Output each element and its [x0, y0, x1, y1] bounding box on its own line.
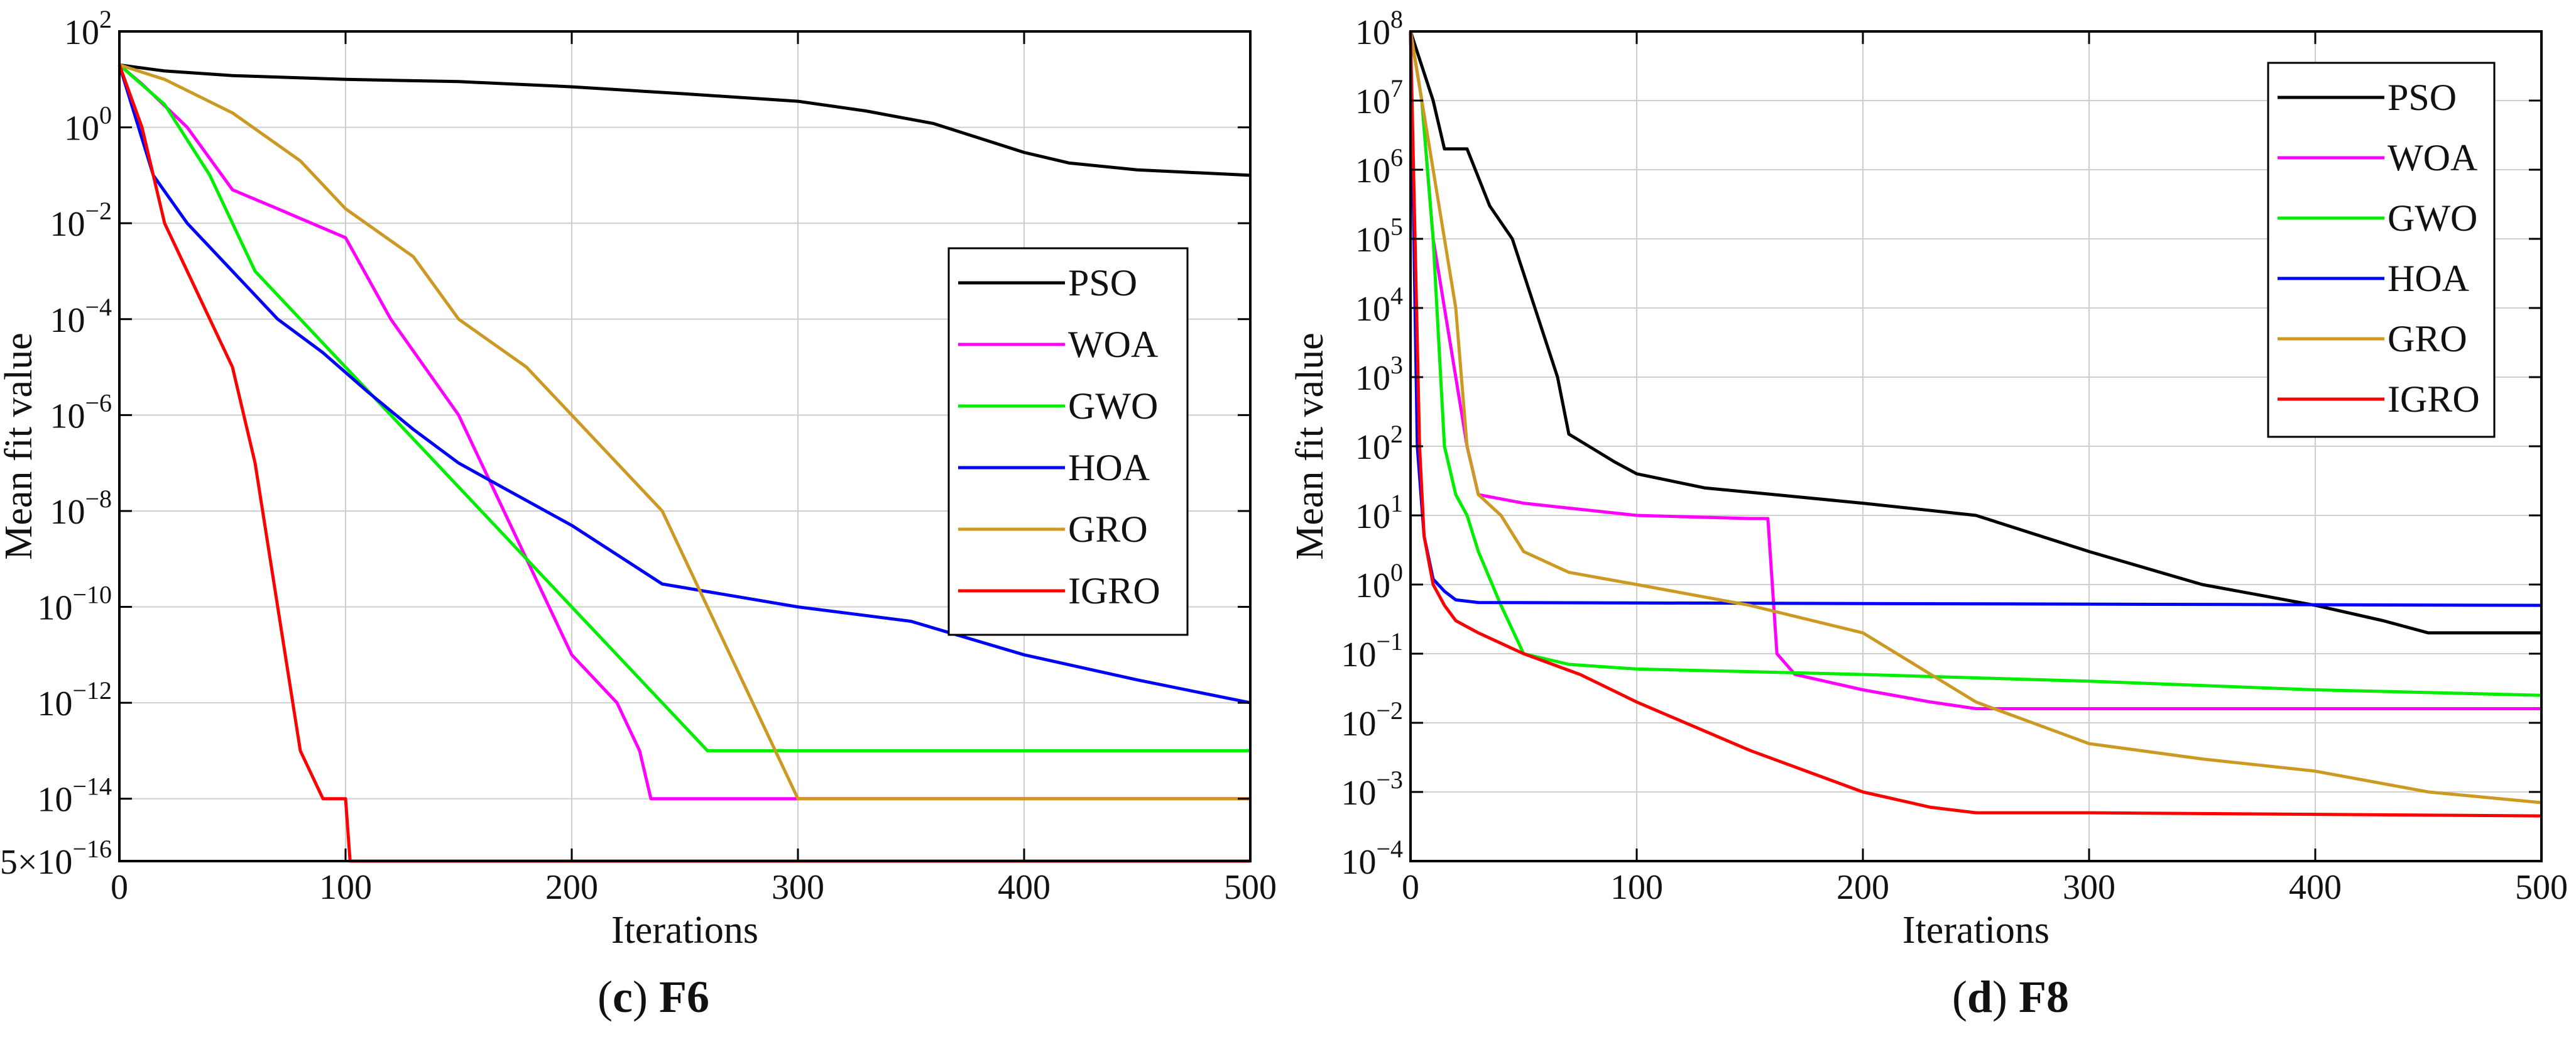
legend-label-woa: WOA	[2388, 137, 2477, 179]
chart-panel--c-f6: 0 100 200 300 400 500 5×10−16 10−14 10−12 10−10 10…	[0, 5, 1277, 1022]
series-line-gwo	[118, 63, 1250, 752]
y-tick-label: 106	[1355, 143, 1403, 190]
legend-label-gwo: GWO	[1068, 385, 1158, 427]
series-line-gro	[1409, 31, 2542, 805]
legend-label-pso: PSO	[2388, 77, 2457, 118]
legend-label-hoa: HOA	[2388, 258, 2469, 299]
y-tick-label: 105	[1355, 212, 1403, 260]
y-tick-label: 10−14	[37, 772, 112, 820]
x-axis-label: Iterations	[1902, 909, 2049, 952]
legend-label-igro: IGRO	[2388, 378, 2480, 420]
legend-label-gwo: GWO	[2388, 197, 2477, 239]
chart-panel--d-f8: 0 100 200 300 400 500 10−4 10−3 10−2 10−1 100 101 10…	[1289, 5, 2568, 1022]
x-tick-label: 500	[2515, 868, 2568, 907]
y-tick-label: 10−3	[1341, 766, 1403, 813]
y-tick-label: 102	[1355, 420, 1403, 467]
y-tick-label: 5×10−16	[0, 835, 112, 882]
y-tick-label: 100	[64, 101, 112, 148]
y-axis-label: Mean fit value	[0, 332, 40, 560]
y-tick-label: 108	[1355, 5, 1403, 52]
y-tick-label: 10−2	[1341, 696, 1403, 744]
legend-label-igro: IGRO	[1068, 570, 1160, 612]
series-line-igro	[117, 64, 1250, 863]
x-tick-label: 0	[111, 868, 128, 907]
y-tick-label: 10−10	[37, 581, 112, 628]
legend-label-gro: GRO	[1068, 508, 1148, 550]
x-tick-label: 100	[319, 868, 372, 907]
legend-box	[2267, 62, 2496, 438]
series-line-pso	[1409, 31, 2541, 635]
legend-label-pso: PSO	[1068, 262, 1137, 304]
x-tick-label: 300	[2063, 868, 2115, 907]
legend-label-hoa: HOA	[1068, 447, 1150, 488]
legend-label-woa: WOA	[1068, 324, 1158, 365]
series-line-gwo	[1409, 31, 2542, 697]
x-tick-label: 400	[2289, 868, 2342, 907]
legend-label-gro: GRO	[2388, 318, 2467, 360]
y-axis-label: Mean fit value	[1289, 332, 1331, 560]
x-tick-label: 100	[1610, 868, 1663, 907]
y-tick-label: 10−4	[1341, 835, 1403, 882]
series-line-gro	[119, 63, 1250, 801]
x-tick-label: 400	[998, 868, 1051, 907]
series-line-hoa	[1409, 31, 2542, 607]
x-tick-label: 300	[772, 868, 824, 907]
y-tick-label: 107	[1355, 74, 1403, 121]
x-tick-label: 0	[1402, 868, 1419, 907]
y-tick-label: 10−6	[50, 388, 112, 436]
y-tick-label: 10−4	[50, 293, 112, 340]
y-tick-label: 10−2	[50, 197, 112, 244]
y-tick-label: 103	[1355, 351, 1403, 398]
y-tick-label: 10−1	[1341, 627, 1403, 674]
x-tick-label: 200	[1836, 868, 1889, 907]
series-line-pso	[119, 63, 1251, 177]
y-tick-label: 10−8	[50, 485, 112, 532]
series-line-igro	[1409, 31, 2542, 818]
legend: PSO WOA GWO HOA GRO IGRO	[2267, 62, 2496, 438]
axes-frame	[118, 30, 1252, 862]
x-tick-label: 500	[1224, 868, 1277, 907]
series-line-woa	[1409, 31, 2541, 710]
y-tick-label: 100	[1355, 558, 1403, 605]
y-tick-label: 101	[1355, 489, 1403, 536]
x-axis-label: Iterations	[611, 909, 758, 952]
legend: PSO WOA GWO HOA GRO IGRO	[947, 247, 1189, 636]
y-tick-label: 104	[1355, 282, 1403, 329]
panel-caption: (c) F6	[598, 972, 709, 1022]
y-tick-label: 10−12	[37, 676, 112, 723]
series-line-woa	[118, 63, 1250, 801]
x-tick-label: 200	[545, 868, 598, 907]
y-tick-label: 102	[64, 5, 112, 52]
legend-box	[947, 247, 1189, 636]
panel-caption: (d) F8	[1952, 972, 2069, 1022]
